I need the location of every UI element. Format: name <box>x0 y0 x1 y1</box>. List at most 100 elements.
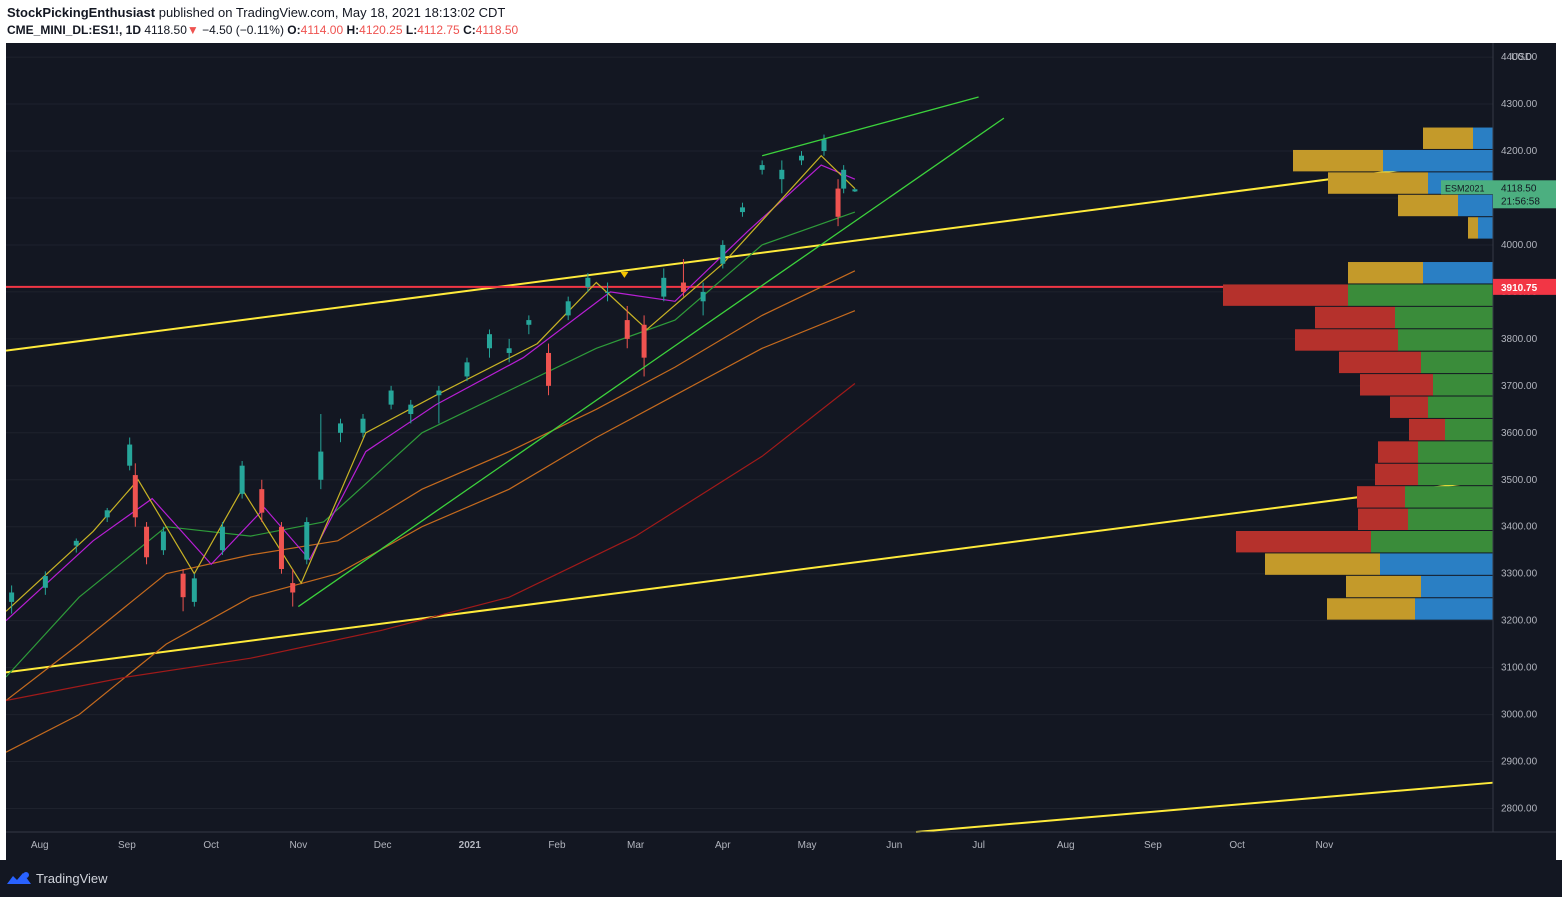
author-name[interactable]: StockPickingEnthusiast <box>7 5 156 20</box>
upper-yellow-trendline[interactable] <box>5 157 1494 352</box>
candles-layer <box>9 134 858 614</box>
bar-countdown: 21:56:58 <box>1501 196 1540 207</box>
last-price-label: 4118.50 <box>1501 183 1537 194</box>
candle-body[interactable] <box>160 531 166 551</box>
volume-profile-bar <box>1398 329 1493 351</box>
candle-body[interactable] <box>680 282 686 292</box>
time-axis[interactable]: Aug Sep Oct Nov Dec 2021 Feb Mar Apr May Jun Jul Aug… <box>6 831 1556 851</box>
volume-profile-bar <box>1380 553 1493 575</box>
currency-label[interactable]: USD <box>1511 52 1532 63</box>
candle-body[interactable] <box>278 526 284 569</box>
last-price: 4118.50 <box>144 23 187 37</box>
ma-yellow-line <box>5 154 856 612</box>
candle-body[interactable] <box>259 489 265 513</box>
candle-body[interactable] <box>290 583 296 593</box>
candle-body[interactable] <box>779 169 785 180</box>
candle-body[interactable] <box>506 348 512 353</box>
green-upper-trendline[interactable] <box>761 96 979 157</box>
volume-profile-bar <box>1423 127 1473 149</box>
candle-body[interactable] <box>408 404 414 415</box>
volume-profile-bar <box>1398 194 1458 217</box>
candle-body[interactable] <box>759 165 765 170</box>
candle-body[interactable] <box>841 169 847 189</box>
candle-body[interactable] <box>720 244 726 264</box>
candle-body[interactable] <box>191 578 197 602</box>
ma-orange-long-line <box>5 310 856 753</box>
candle-body[interactable] <box>104 510 110 518</box>
middle-yellow-trendline[interactable] <box>5 478 1494 674</box>
candle-body[interactable] <box>835 188 841 217</box>
candle-body[interactable] <box>546 352 552 386</box>
volume-profile-bar <box>1395 306 1493 329</box>
volume-profile-bar <box>1348 262 1423 284</box>
volume-profile-bar <box>1339 351 1421 374</box>
volume-profile-bar <box>1468 217 1478 239</box>
low-label: L: <box>405 23 418 37</box>
green-support-trendline[interactable] <box>297 117 1005 608</box>
volume-profile-bar <box>1433 374 1493 396</box>
ma-darkred-line <box>5 383 856 702</box>
volume-profile-bar <box>1428 396 1493 418</box>
candle-body[interactable] <box>739 207 745 213</box>
candle-body[interactable] <box>852 189 858 192</box>
candle-body[interactable] <box>821 139 827 152</box>
candle-body[interactable] <box>338 423 344 433</box>
candle-body[interactable] <box>624 320 630 339</box>
low-value: 4112.75 <box>417 23 460 37</box>
close-label: C: <box>463 23 476 37</box>
candle-body[interactable] <box>180 573 186 598</box>
candle-body[interactable] <box>144 526 150 558</box>
volume-profile-bar <box>1415 598 1493 620</box>
volume-profile-bar <box>1293 149 1383 172</box>
volume-profile-bar <box>1421 351 1493 374</box>
time-tick-label: Sep <box>1144 840 1162 851</box>
candle-body[interactable] <box>486 334 492 349</box>
candle-body[interactable] <box>318 451 324 480</box>
candle-body[interactable] <box>661 277 667 297</box>
lower-yellow-trendline[interactable] <box>915 781 1494 833</box>
close-value: 4118.50 <box>475 23 519 37</box>
candle-body[interactable] <box>42 576 48 588</box>
candle-body[interactable] <box>605 291 611 293</box>
candle-body[interactable] <box>436 390 442 396</box>
volume-profile-bar <box>1418 441 1493 463</box>
time-tick-label: Feb <box>548 840 566 851</box>
volume-profile-bar <box>1223 284 1348 306</box>
price-axis[interactable]: 4400.004300.004200.004100.004000.003900.… <box>1441 43 1556 860</box>
high-label: H: <box>346 23 360 37</box>
candle-body[interactable] <box>132 475 138 518</box>
price-chart[interactable]: 4400.004300.004200.004100.004000.003900.… <box>5 43 1556 860</box>
candle-body[interactable] <box>585 277 591 288</box>
candle-body[interactable] <box>219 526 225 551</box>
candle-body[interactable] <box>9 592 15 602</box>
time-tick-label: Apr <box>715 840 731 851</box>
candle-body[interactable] <box>388 390 394 405</box>
time-tick-label: Nov <box>289 840 307 851</box>
time-tick-label: Dec <box>374 840 392 851</box>
candle-body[interactable] <box>464 362 470 377</box>
candle-body[interactable] <box>799 155 805 161</box>
change-text: −4.50 (−0.11%) <box>202 23 284 37</box>
price-tick-label: 3700.00 <box>1501 381 1538 392</box>
volume-profile-bar <box>1409 418 1445 441</box>
time-tick-label: 2021 <box>459 840 482 851</box>
volume-profile-bar <box>1315 306 1395 329</box>
candle-body[interactable] <box>239 465 245 494</box>
tradingview-brand[interactable]: TradingView <box>6 870 108 886</box>
time-tick-label: Mar <box>627 840 645 851</box>
candle-body[interactable] <box>360 418 366 433</box>
volume-profile-bar <box>1358 508 1408 531</box>
time-tick-label: Oct <box>1229 840 1245 851</box>
candle-body[interactable] <box>641 324 647 358</box>
volume-profile-bar <box>1328 172 1428 194</box>
candle-body[interactable] <box>526 320 532 325</box>
candle-body[interactable] <box>700 291 706 302</box>
candle-body[interactable] <box>304 522 310 560</box>
symbol-label[interactable]: CME_MINI_DL:ES1!, 1D <box>7 23 142 37</box>
candle-body[interactable] <box>127 444 133 466</box>
chart-area[interactable]: 4400.004300.004200.004100.004000.003900.… <box>5 43 1556 860</box>
volume-profile-bar <box>1473 127 1493 149</box>
candle-body[interactable] <box>73 540 79 546</box>
price-tick-label: 3300.00 <box>1501 569 1538 580</box>
candle-body[interactable] <box>565 301 571 316</box>
